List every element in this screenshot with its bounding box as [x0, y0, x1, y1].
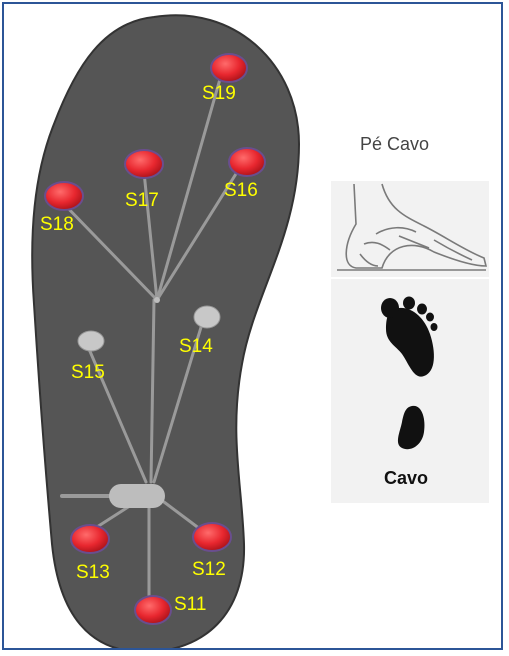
- sensor-label-s11: S11: [174, 594, 206, 615]
- sensor-s13: S13: [70, 524, 110, 583]
- footprint-icon: [381, 296, 438, 450]
- connector-hub: [109, 484, 165, 508]
- sensor-wires: [60, 77, 241, 604]
- footprint-caption: Cavo: [384, 468, 428, 488]
- sensor-s12: S12: [192, 522, 232, 580]
- sensor-label-s18: S18: [40, 214, 74, 235]
- sensor-s14: S14: [179, 305, 221, 357]
- sensor-label-s13: S13: [76, 562, 110, 583]
- sensor-label-s16: S16: [224, 180, 258, 201]
- figure-frame: S19 S17 S16 S18 S14 S15 S13 S12: [2, 2, 503, 650]
- sensor-label-s17: S17: [125, 190, 159, 211]
- sensor-label-s15: S15: [71, 362, 105, 383]
- sensor-label-s14: S14: [179, 336, 213, 357]
- cavus-foot-sketch: [337, 183, 488, 271]
- wire-junction: [154, 297, 160, 303]
- sensor-s15: S15: [71, 330, 105, 383]
- sensor-s11: S11: [134, 594, 206, 625]
- sensor-s18: S18: [40, 181, 84, 235]
- sensor-label-s19: S19: [202, 83, 236, 104]
- foot-type-title: Pé Cavo: [360, 134, 430, 154]
- sensor-s19: S19: [202, 53, 248, 104]
- sensor-label-s12: S12: [192, 559, 226, 580]
- insole-diagram: S19 S17 S16 S18 S14 S15 S13 S12: [31, 14, 489, 648]
- sensor-s16: S16: [224, 147, 266, 201]
- sensor-s17: S17: [124, 149, 164, 211]
- insole-shape: [31, 14, 301, 648]
